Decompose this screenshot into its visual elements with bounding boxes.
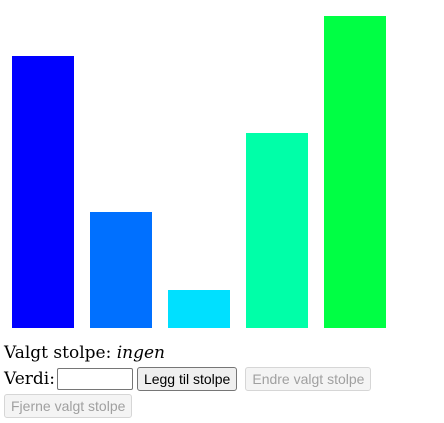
edit-selected-bar-button[interactable]: Endre valgt stolpe — [245, 367, 372, 391]
value-input[interactable] — [56, 368, 133, 390]
selected-bar-status: Valgt stolpe: ingen — [4, 343, 165, 363]
bar-3[interactable] — [168, 290, 230, 328]
remove-selected-bar-button[interactable]: Fjerne valgt stolpe — [4, 394, 133, 418]
add-bar-button[interactable]: Legg til stolpe — [136, 367, 238, 391]
bar-5[interactable] — [324, 16, 386, 328]
selected-bar-label: Valgt stolpe: — [4, 343, 112, 363]
selected-bar-value: ingen — [116, 343, 165, 363]
bar-2[interactable] — [90, 212, 152, 328]
bar-chart — [12, 16, 386, 328]
controls-row-2: Fjerne valgt stolpe — [4, 393, 140, 419]
bar-4[interactable] — [246, 133, 308, 328]
controls-row: Verdi: Legg til stolpe Endre valgt stolp… — [4, 366, 379, 392]
value-label: Verdi: — [4, 369, 55, 389]
bar-1[interactable] — [12, 56, 74, 328]
